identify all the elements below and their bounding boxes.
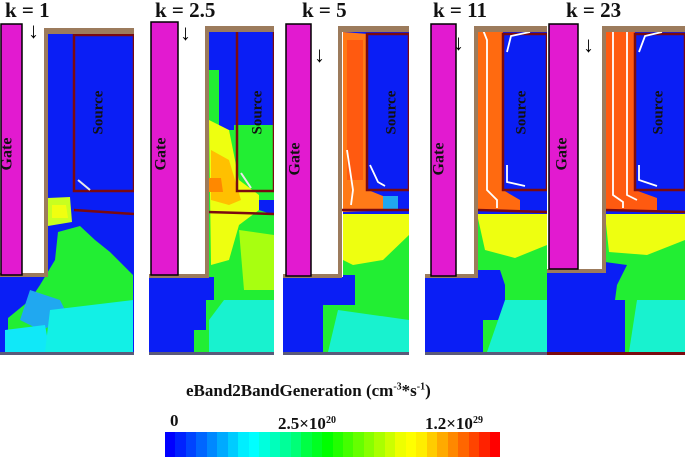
k-label-5: k = 23 [566,0,622,22]
gate-label: Gate [0,137,16,171]
colorbar-swatch [395,432,406,457]
colorbar [165,432,500,457]
panel-k-1 [0,0,134,356]
colorbar-swatch [342,432,354,457]
colorbar-swatch [269,432,281,457]
source-label: Source [90,90,107,135]
k-label-1: k = 1 [5,0,50,22]
gate-label: Gate [286,142,304,176]
colorbar-swatch [227,432,239,457]
colorbar-swatch [426,432,438,457]
colorbar-swatch [185,432,197,457]
colorbar-swatch [353,432,364,457]
colorbar-swatch [322,432,333,457]
colorbar-swatch [238,432,249,457]
colorbar-swatch [165,432,176,457]
colorbar-swatch [217,432,228,457]
panel-k-2.5 [149,0,274,356]
colorbar-swatch [290,432,302,457]
colorbar-swatch [332,432,343,457]
colorbar-swatch [248,432,260,457]
colorbar-swatch [384,432,396,457]
colorbar-swatch [175,432,186,457]
colorbar-swatch [468,432,480,457]
source-label: Source [513,90,530,135]
colorbar-swatch [489,432,500,457]
colorbar-swatch [206,432,218,457]
colorbar-swatch [416,432,427,457]
colorbar-swatch [311,432,323,457]
colorbar-swatch [301,432,312,457]
k-label-2: k = 2.5 [155,0,216,22]
source-label: Source [650,90,667,135]
gate-label: Gate [553,137,571,171]
down-arrow-icon: ↓ [453,30,464,55]
colorbar-swatch [280,432,291,457]
colorbar-swatch [259,432,270,457]
gate-label: Gate [152,137,170,171]
colorbar-swatch [196,432,207,457]
k-label-4: k = 11 [433,0,487,22]
colorbar-tick-mid: 2.5×1020 [278,414,336,433]
colorbar-swatch [363,432,375,457]
k-label-3: k = 5 [302,0,347,22]
colorbar-tick-max: 1.2×1029 [425,414,483,433]
colorbar-swatch [437,432,448,457]
down-arrow-icon: ↓ [314,42,325,67]
colorbar-tick-min: 0 [170,411,179,430]
colorbar-swatch [479,432,490,457]
down-arrow-icon: ↓ [583,32,594,57]
down-arrow-icon: ↓ [180,20,191,45]
source-label: Source [383,90,400,135]
colorbar-title: eBand2BandGeneration (cm-3*s-1) [186,381,431,400]
gate-label: Gate [430,142,448,176]
panel-k-23 [547,0,685,356]
panel-k-5 [283,0,409,356]
colorbar-swatch [458,432,469,457]
colorbar-swatch [405,432,417,457]
source-label: Source [249,90,266,135]
down-arrow-icon: ↓ [28,18,39,43]
panel-k-11 [425,0,547,356]
colorbar-swatch [374,432,385,457]
colorbar-swatch [447,432,459,457]
